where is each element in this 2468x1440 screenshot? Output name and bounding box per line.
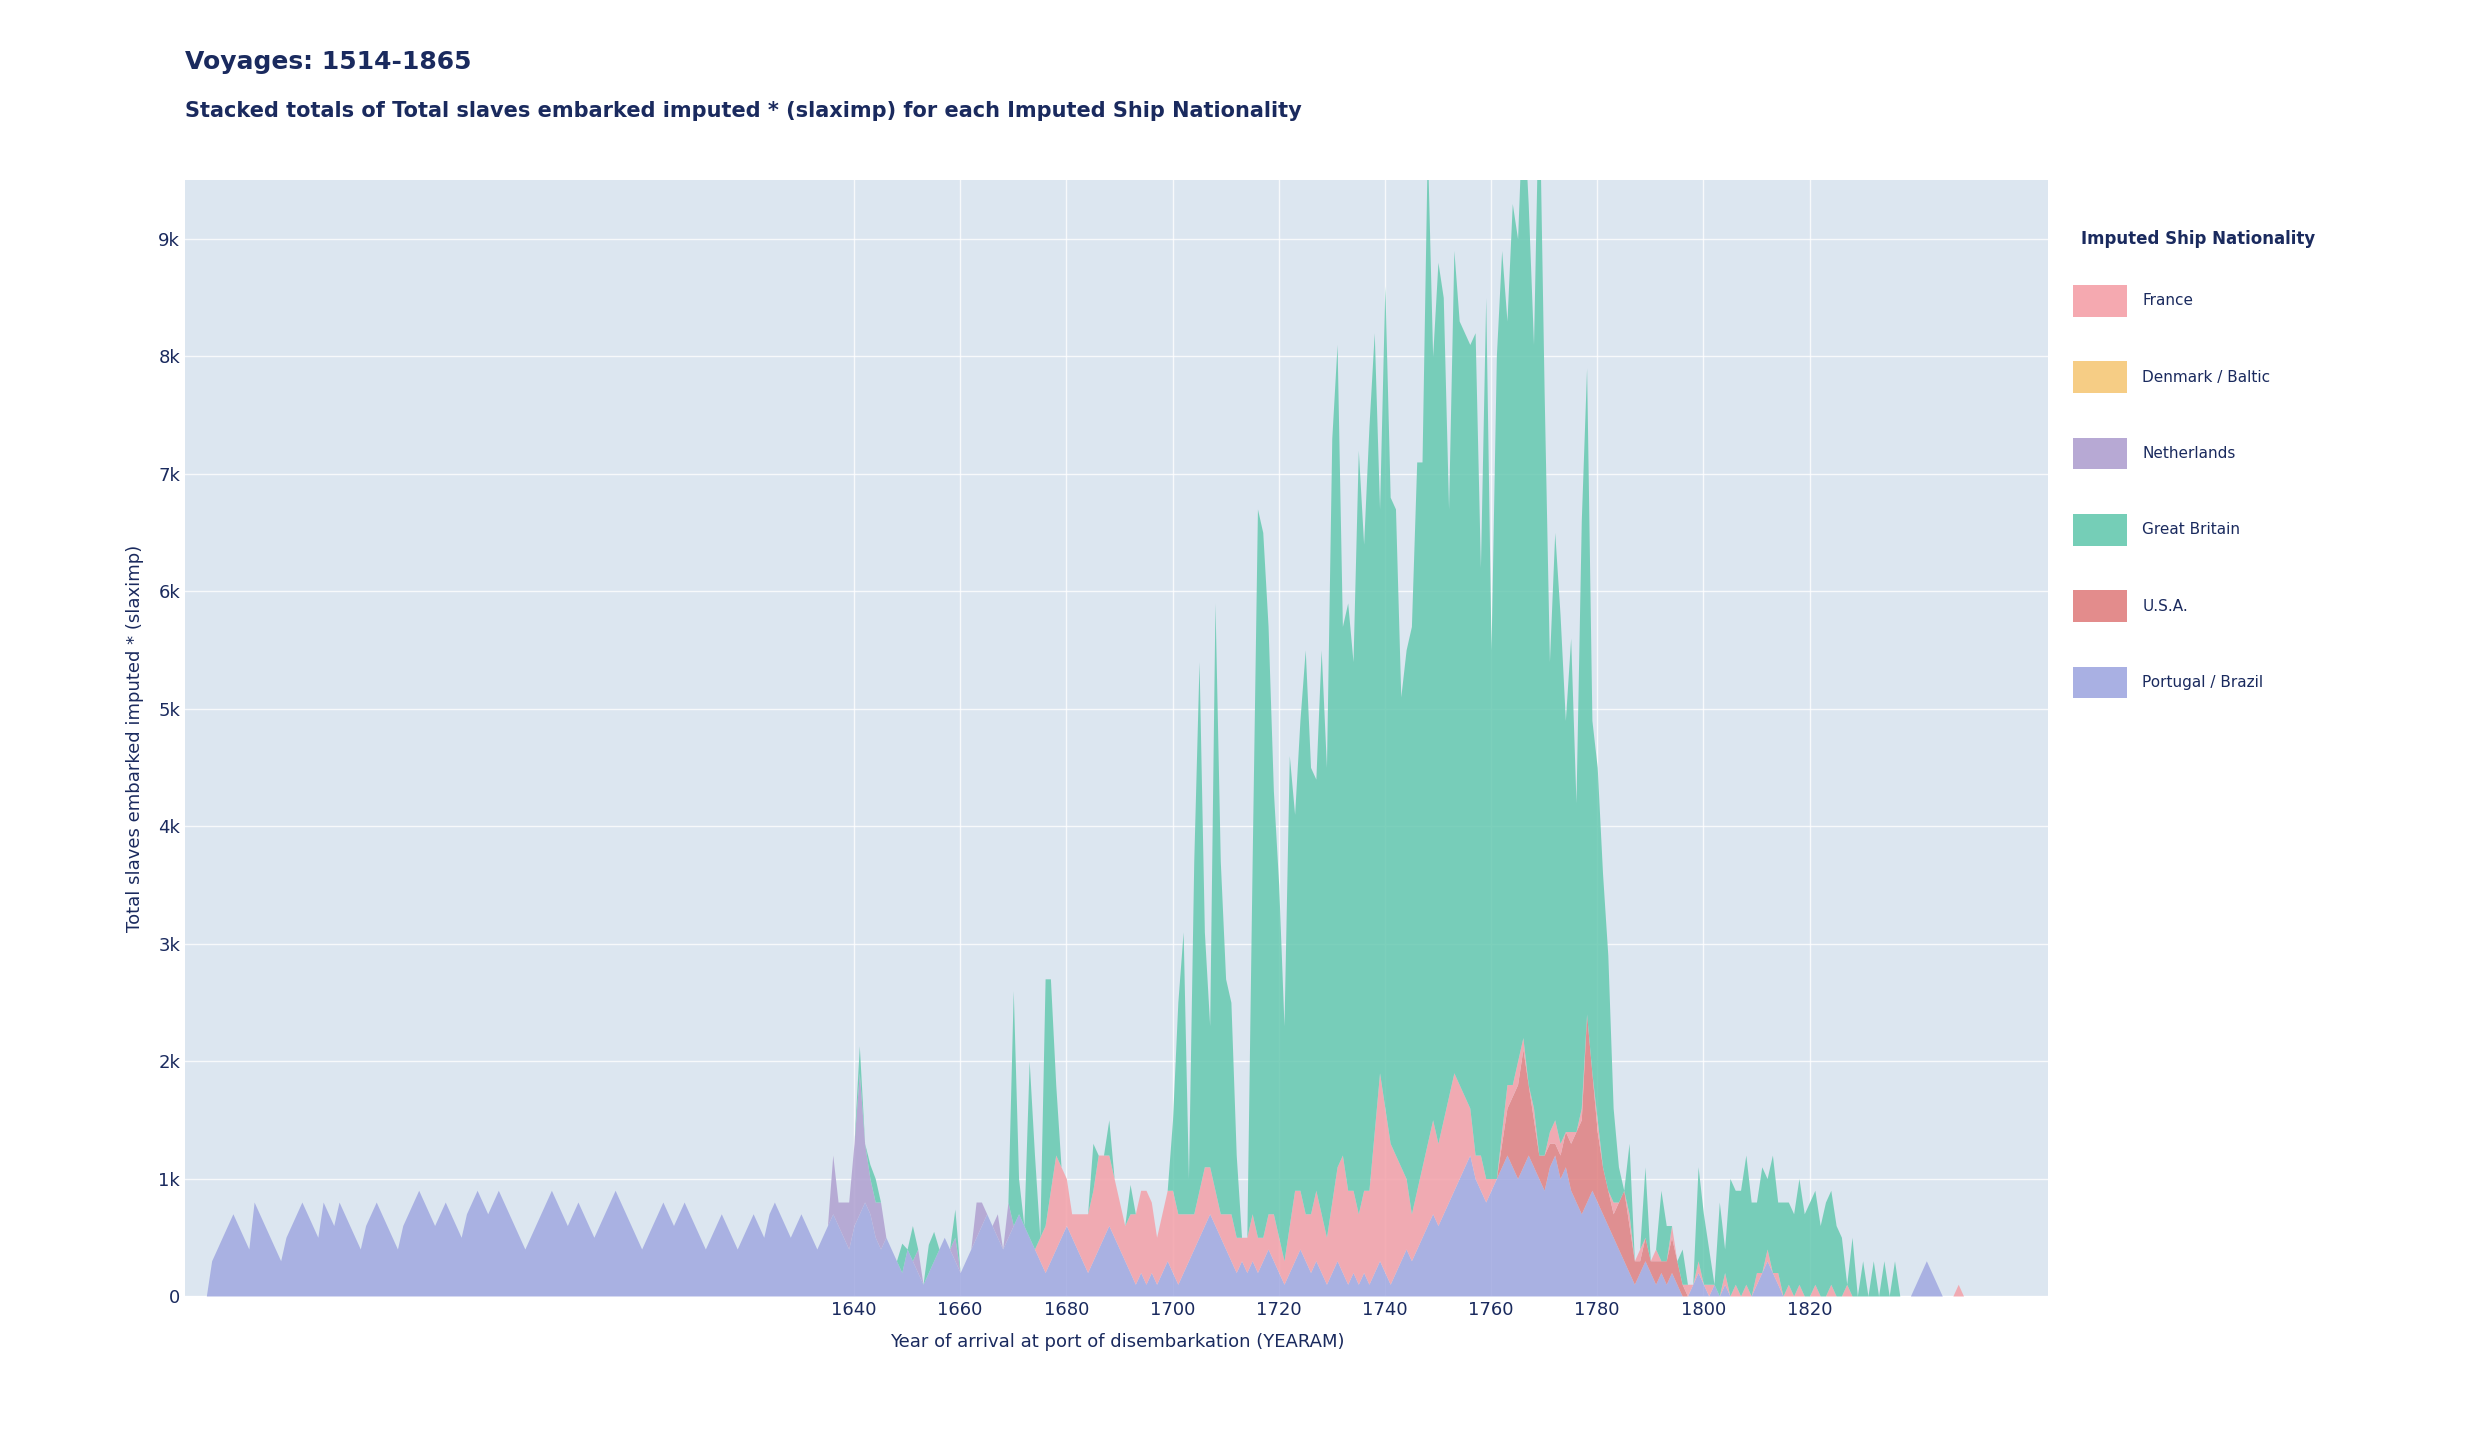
Text: Portugal / Brazil: Portugal / Brazil bbox=[2142, 675, 2263, 690]
Text: Voyages: 1514-1865: Voyages: 1514-1865 bbox=[185, 50, 471, 75]
Text: Stacked totals of Total slaves embarked imputed * (slaximp) for each Imputed Shi: Stacked totals of Total slaves embarked … bbox=[185, 101, 1301, 121]
Text: France: France bbox=[2142, 294, 2194, 308]
Text: Denmark / Baltic: Denmark / Baltic bbox=[2142, 370, 2271, 384]
Text: Imputed Ship Nationality: Imputed Ship Nationality bbox=[2081, 230, 2315, 248]
Text: Netherlands: Netherlands bbox=[2142, 446, 2236, 461]
Text: U.S.A.: U.S.A. bbox=[2142, 599, 2189, 613]
Y-axis label: Total slaves embarked imputed * (slaximp): Total slaves embarked imputed * (slaximp… bbox=[126, 544, 146, 932]
Text: Great Britain: Great Britain bbox=[2142, 523, 2241, 537]
X-axis label: Year of arrival at port of disembarkation (YEARAM): Year of arrival at port of disembarkatio… bbox=[888, 1333, 1345, 1351]
